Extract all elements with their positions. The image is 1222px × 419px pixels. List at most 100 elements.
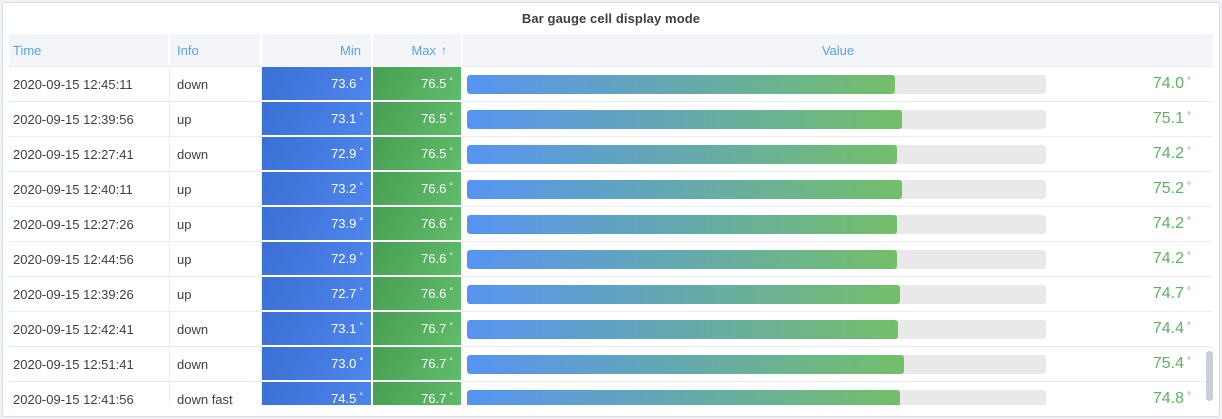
panel-title: Bar gauge cell display mode <box>521 11 701 26</box>
value-cell: 74.2 ° <box>463 206 1213 241</box>
time-cell: 2020-09-15 12:44:56 <box>9 241 170 276</box>
max-cell-colored-background: 76.6 ° <box>373 207 461 240</box>
max-cell-colored-background: 76.7 ° <box>373 312 461 345</box>
min-cell-colored-background: 72.7 ° <box>262 277 371 310</box>
value-number: 74.0 <box>1152 75 1184 92</box>
table-row: 2020-09-15 12:45:11 down 73.6 ° 76.5 ° 74.… <box>9 66 1213 101</box>
max-cell: 76.6 ° <box>373 241 463 276</box>
degree-unit: ° <box>1187 321 1191 332</box>
degree-unit: ° <box>449 180 453 191</box>
bar-gauge-track <box>467 354 1046 374</box>
bar-gauge-track <box>467 249 1046 269</box>
time-cell: 2020-09-15 12:42:41 <box>9 311 170 346</box>
info-cell: down <box>170 346 262 381</box>
table-header-row: Time Info Min Max ↑ Value <box>9 34 1213 66</box>
bar-gauge-fill <box>467 389 901 405</box>
value-text: 75.2 ° <box>1046 180 1191 198</box>
data-table: Time Info Min Max ↑ Value 2020-09-15 12:… <box>9 34 1213 405</box>
min-cell-colored-background: 74.5 ° <box>262 382 371 405</box>
info-cell: down <box>170 66 262 101</box>
table-row: 2020-09-15 12:41:56 down fast 74.5 ° 76.7… <box>9 381 1213 405</box>
min-cell-colored-background: 73.0 ° <box>262 347 371 380</box>
min-value: 73.9 <box>331 216 357 231</box>
value-cell: 74.7 ° <box>463 276 1213 311</box>
bar-gauge-track <box>467 319 1046 339</box>
time-cell: 2020-09-15 12:40:11 <box>9 171 170 206</box>
degree-unit: ° <box>359 215 363 226</box>
time-cell: 2020-09-15 12:51:41 <box>9 346 170 381</box>
time-cell: 2020-09-15 12:27:26 <box>9 206 170 241</box>
degree-unit: ° <box>359 145 363 156</box>
degree-unit: ° <box>1187 146 1191 157</box>
value-number: 75.4 <box>1152 355 1184 372</box>
min-value: 73.6 <box>331 76 357 91</box>
value-number: 74.2 <box>1152 215 1184 232</box>
value-cell: 75.1 ° <box>463 101 1213 136</box>
time-cell: 2020-09-15 12:39:56 <box>9 101 170 136</box>
bar-gauge-track <box>467 144 1046 164</box>
value-number: 74.8 <box>1152 390 1184 405</box>
max-cell-colored-background: 76.7 ° <box>373 382 461 405</box>
value-number: 74.2 <box>1152 250 1184 267</box>
bar-gauge-fill <box>467 179 903 199</box>
degree-unit: ° <box>1187 181 1191 192</box>
bar-gauge-fill <box>467 319 898 339</box>
value-number: 75.1 <box>1152 110 1184 127</box>
info-cell: up <box>170 171 262 206</box>
degree-unit: ° <box>1187 216 1191 227</box>
column-header-max[interactable]: Max ↑ <box>373 34 461 66</box>
bar-gauge-fill <box>467 284 900 304</box>
degree-unit: ° <box>449 145 453 156</box>
info-cell: up <box>170 101 262 136</box>
degree-unit: ° <box>1187 251 1191 262</box>
min-value: 73.0 <box>331 356 357 371</box>
min-cell: 73.9 ° <box>262 206 373 241</box>
max-value: 76.6 <box>421 286 447 301</box>
min-value: 73.1 <box>331 111 357 126</box>
min-cell-colored-background: 72.9 ° <box>262 242 371 275</box>
column-header-max-label: Max <box>411 42 436 58</box>
max-cell-colored-background: 76.5 ° <box>373 67 461 100</box>
max-value: 76.5 <box>421 111 447 126</box>
vertical-scrollbar-thumb[interactable] <box>1206 351 1213 401</box>
value-text: 74.2 ° <box>1046 215 1191 233</box>
min-cell-colored-background: 73.6 ° <box>262 67 371 100</box>
max-cell: 76.5 ° <box>373 136 463 171</box>
max-cell-colored-background: 76.6 ° <box>373 277 461 310</box>
max-cell-colored-background: 76.5 ° <box>373 102 461 135</box>
panel-header[interactable]: Bar gauge cell display mode <box>3 3 1219 34</box>
value-cell: 75.2 ° <box>463 171 1213 206</box>
value-cell: 74.2 ° <box>463 136 1213 171</box>
info-cell: up <box>170 206 262 241</box>
degree-unit: ° <box>449 355 453 366</box>
table-row: 2020-09-15 12:27:41 down 72.9 ° 76.5 ° 74.… <box>9 136 1213 171</box>
min-value: 72.7 <box>331 286 357 301</box>
max-cell: 76.6 ° <box>373 276 463 311</box>
column-header-value[interactable]: Value <box>463 34 1213 66</box>
min-cell: 73.2 ° <box>262 171 373 206</box>
bar-gauge-fill <box>467 214 897 234</box>
min-cell-colored-background: 73.1 ° <box>262 102 371 135</box>
sort-ascending-icon: ↑ <box>441 43 447 57</box>
max-cell: 76.7 ° <box>373 311 463 346</box>
value-text: 74.7 ° <box>1046 285 1191 303</box>
column-header-min[interactable]: Min <box>262 34 371 66</box>
min-cell: 72.9 ° <box>262 241 373 276</box>
column-header-info[interactable]: Info <box>170 34 260 66</box>
value-number: 74.7 <box>1152 285 1184 302</box>
value-text: 74.8 ° <box>1046 390 1191 405</box>
value-text: 74.4 ° <box>1046 320 1191 338</box>
degree-unit: ° <box>1187 76 1191 87</box>
column-header-time[interactable]: Time <box>9 34 168 66</box>
table-body: 2020-09-15 12:45:11 down 73.6 ° 76.5 ° 74.… <box>9 66 1213 405</box>
min-cell-colored-background: 73.2 ° <box>262 172 371 205</box>
max-cell-colored-background: 76.5 ° <box>373 137 461 170</box>
column-header-value-label: Value <box>821 42 855 58</box>
value-text: 74.2 ° <box>1046 145 1191 163</box>
table-row: 2020-09-15 12:44:56 up 72.9 ° 76.6 ° 74.2 ° <box>9 241 1213 276</box>
column-header-info-label: Info <box>177 42 199 58</box>
max-value: 76.7 <box>421 356 447 371</box>
value-number: 74.2 <box>1152 145 1184 162</box>
bar-gauge-track <box>467 389 1046 405</box>
bar-gauge-track <box>467 74 1046 94</box>
